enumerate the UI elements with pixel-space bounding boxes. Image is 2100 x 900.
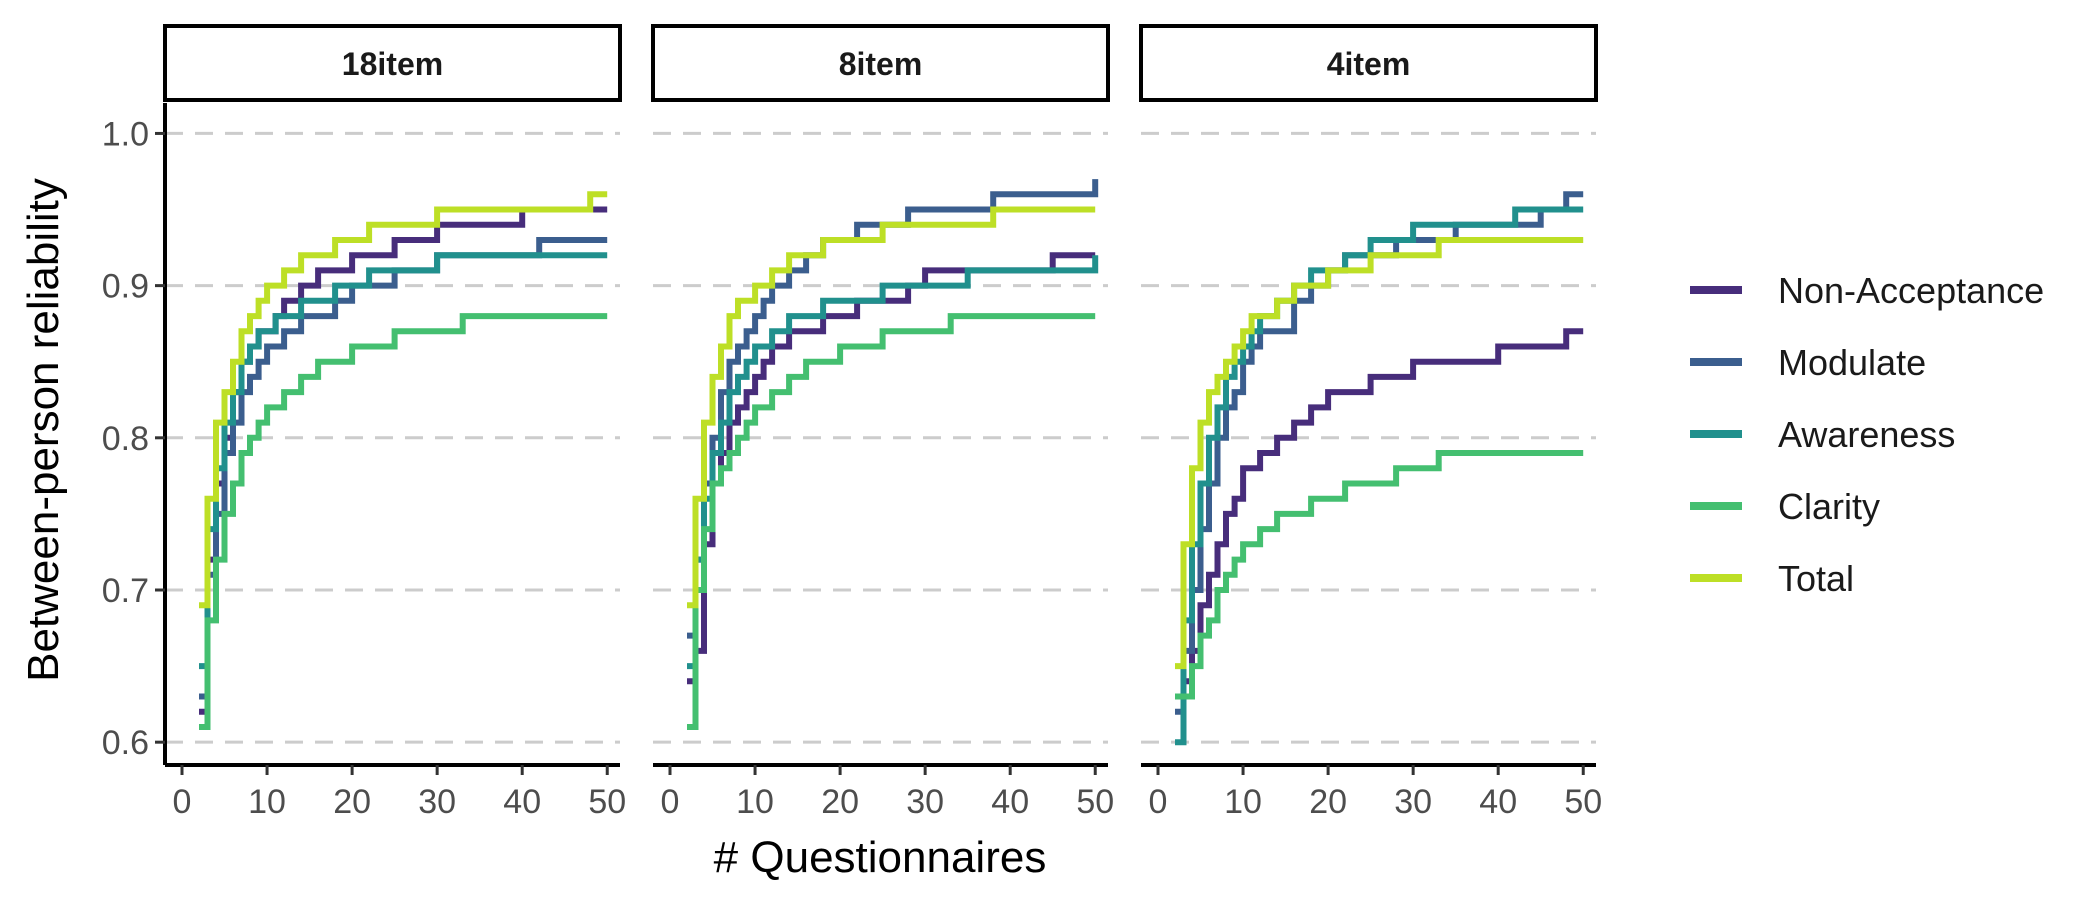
x-tick-label: 0 — [173, 783, 192, 821]
x-tick-label: 0 — [1149, 783, 1168, 821]
facet-label: 8item — [839, 46, 923, 82]
y-tick-label: 0.7 — [102, 572, 149, 610]
series-line-awareness — [687, 255, 1099, 670]
x-tick-label: 40 — [1479, 783, 1517, 821]
x-axis-title: # Questionnaires — [714, 833, 1047, 882]
x-tick-label: 30 — [906, 783, 944, 821]
y-tick-label: 0.6 — [102, 724, 149, 762]
series-line-awareness — [199, 252, 608, 670]
x-tick-label: 20 — [821, 783, 859, 821]
x-tick-label: 40 — [503, 783, 541, 821]
x-tick-label: 40 — [991, 783, 1029, 821]
x-tick-label: 50 — [588, 783, 626, 821]
series-line-total — [1175, 237, 1584, 670]
legend-label: Total — [1778, 558, 1854, 599]
x-tick-label: 30 — [1394, 783, 1432, 821]
x-tick-label: 50 — [1076, 783, 1114, 821]
x-tick-label: 10 — [1224, 783, 1262, 821]
facet-strip — [651, 24, 1110, 102]
legend-label: Awareness — [1778, 414, 1955, 455]
series-line-awareness — [1175, 206, 1584, 746]
series-line-non-acceptance — [1175, 328, 1584, 700]
x-tick-label: 10 — [248, 783, 286, 821]
series-line-clarity — [1175, 450, 1584, 700]
facet-strip — [163, 24, 622, 102]
facet-label: 4item — [1327, 46, 1411, 82]
x-tick-label: 50 — [1564, 783, 1602, 821]
legend-label: Non-Acceptance — [1778, 270, 2044, 311]
x-tick-label: 20 — [1309, 783, 1347, 821]
x-tick-label: 20 — [333, 783, 371, 821]
y-axis-title: Between-person reliability — [19, 178, 68, 682]
legend-label: Clarity — [1778, 486, 1880, 527]
facet-strip — [1139, 24, 1598, 102]
facet-label: 18item — [342, 46, 443, 82]
legend-label: Modulate — [1778, 342, 1926, 383]
series-line-clarity — [687, 313, 1096, 730]
x-tick-label: 0 — [661, 783, 680, 821]
x-tick-label: 30 — [418, 783, 456, 821]
series-line-total — [199, 191, 608, 609]
legend: Non-Acceptance Modulate Awareness Clarity To… — [1690, 270, 2044, 599]
y-tick-label: 1.0 — [102, 115, 149, 153]
y-tick-label: 0.9 — [102, 268, 149, 306]
y-tick-label: 0.8 — [102, 420, 149, 458]
series-line-total — [687, 206, 1096, 609]
series-line-clarity — [199, 313, 608, 730]
x-tick-label: 10 — [736, 783, 774, 821]
series-line-non-acceptance — [687, 252, 1096, 685]
